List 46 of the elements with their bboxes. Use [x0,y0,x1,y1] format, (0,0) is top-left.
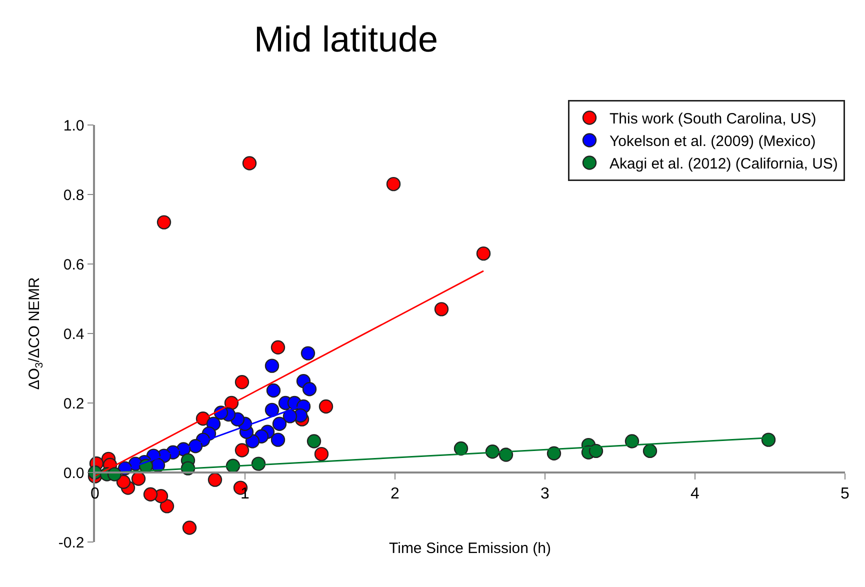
point [642,444,658,458]
y-tick-label: 0.0 [63,464,84,482]
y-tick-label: -0.2 [58,534,84,552]
point [266,383,281,398]
point [386,176,401,192]
point [156,215,172,230]
point [143,487,158,502]
y-tick-label: 0.8 [63,186,84,204]
point [454,441,468,456]
point [306,434,322,448]
x-tick-label: 0 [90,485,100,502]
x-tick-label: 5 [840,485,850,502]
legend-label: This work (South Carolina, US) [610,110,816,128]
chart-title: Mid latitude [254,18,438,60]
x-tick-label: 4 [690,485,700,502]
point [208,472,222,487]
point [270,340,286,354]
point [264,402,280,418]
x-axis-title: Time Since Emission (h) [389,540,551,557]
point [234,443,250,458]
point [282,409,298,424]
y-tick-label: 0.4 [63,326,84,343]
point [761,432,776,447]
point [624,434,640,448]
point [270,432,286,447]
legend-label: Akagi et al. (2012) (California, US) [610,156,838,173]
point [182,520,197,535]
point [300,346,316,360]
point [302,382,317,396]
point [314,446,329,462]
legend-label: Yokelson et al. (2009) (Mexico) [610,133,816,150]
point [318,399,334,414]
point [116,474,131,489]
point [131,472,146,486]
point [234,375,250,390]
point [264,358,280,373]
point [160,499,174,514]
point [434,302,449,316]
point [242,156,257,170]
y-tick-label: 0.2 [63,395,84,412]
y-tick-label: 0.6 [63,256,84,274]
point [272,416,287,431]
x-tick-label: 3 [540,485,550,502]
x-tick-label: 2 [390,485,400,502]
y-tick-label: 1.0 [63,117,84,134]
point [476,246,491,261]
